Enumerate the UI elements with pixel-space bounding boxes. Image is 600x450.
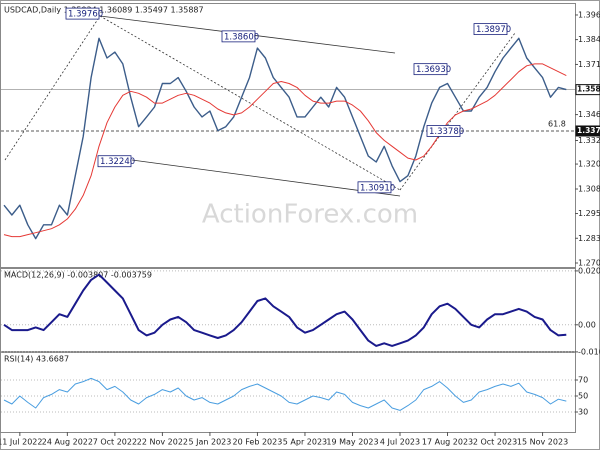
level-box	[575, 125, 600, 137]
annotation-label: 1.30910	[360, 183, 395, 193]
level-box	[575, 84, 600, 96]
macd-panel	[0, 268, 576, 352]
annotation-box	[413, 63, 448, 76]
annotation-label: 1.32240	[100, 157, 135, 167]
y-tick-label: -0.01026	[578, 347, 600, 356]
channel-bottom	[131, 159, 401, 197]
x-tick-label: 15 Nov 2023	[517, 438, 568, 447]
series-line	[3, 63, 567, 238]
y-tick-label: 30	[578, 408, 588, 417]
y-tick-label: 70	[578, 376, 588, 385]
x-tick-label: 20 Feb 2023	[233, 438, 283, 447]
price-title: USDCAD,Daily 1.35934 1.36089 1.35497 1.3…	[4, 6, 204, 15]
annotation-box	[221, 30, 256, 43]
annotation-label: 1.36930	[416, 65, 451, 75]
trend-line	[399, 32, 516, 191]
x-tick-label: 2 Oct 2023	[473, 438, 517, 447]
y-tick-label: 1.37170	[578, 60, 600, 69]
annotation-label: 1.38600	[224, 32, 259, 42]
series-line	[3, 273, 567, 347]
x-tick-label: 4 Jul 2023	[380, 438, 420, 447]
y-tick-label: 1.30825	[578, 184, 600, 193]
y-tick-label: 1.34615	[578, 110, 600, 119]
annotation-label: 1.33780	[429, 127, 464, 137]
annotation-box	[65, 7, 100, 20]
x-tick-label: 7 Oct 2022	[93, 438, 137, 447]
x-tick-label: 17 Aug 2023	[422, 438, 473, 447]
trend-line	[4, 15, 101, 161]
x-tick-label: 19 May 2023	[326, 438, 378, 447]
y-tick-label: 1.39690	[578, 10, 600, 19]
level-label: 1.35887	[577, 85, 600, 94]
x-tick-label: 24 Aug 2022	[42, 438, 93, 447]
series-line	[3, 377, 567, 411]
annotation-label: 1.38970	[476, 25, 511, 35]
annotation-box	[426, 125, 461, 137]
y-tick-label: 1.33295	[578, 136, 600, 145]
x-tick-label: 5 Jan 2023	[188, 438, 231, 447]
y-tick-label: 1.27055	[578, 258, 600, 267]
fib-label: 61.8	[548, 120, 566, 129]
y-tick-label: 50	[578, 392, 588, 401]
y-tick-label: 1.38435	[578, 35, 600, 44]
trend-lines	[4, 15, 516, 197]
rsi-panel	[0, 352, 576, 433]
y-tick-label: 1.28315	[578, 234, 600, 243]
rsi-title: RSI(14) 43.6687	[4, 355, 69, 364]
level-label: 1.33780	[577, 126, 600, 135]
y-tick-label: 0.00	[578, 320, 596, 329]
x-tick-label: 22 Nov 2022	[137, 438, 188, 447]
annotation-label: 1.39760	[68, 10, 103, 20]
y-tick-label: 1.29575	[578, 209, 600, 218]
x-tick-label: 11 Jul 2022	[0, 438, 42, 447]
macd-title: MACD(12,26,9) -0.003807 -0.003759	[4, 271, 152, 280]
annotation-box	[473, 23, 508, 36]
watermark: ActionForex.com	[202, 200, 418, 230]
y-tick-label: 0.020399	[578, 266, 600, 275]
annotation-box	[97, 155, 132, 168]
y-tick-label: 1.32095	[578, 160, 600, 169]
trend-line	[99, 15, 401, 191]
x-tick-label: 5 Apr 2023	[283, 438, 327, 447]
annotation-box	[357, 181, 392, 194]
